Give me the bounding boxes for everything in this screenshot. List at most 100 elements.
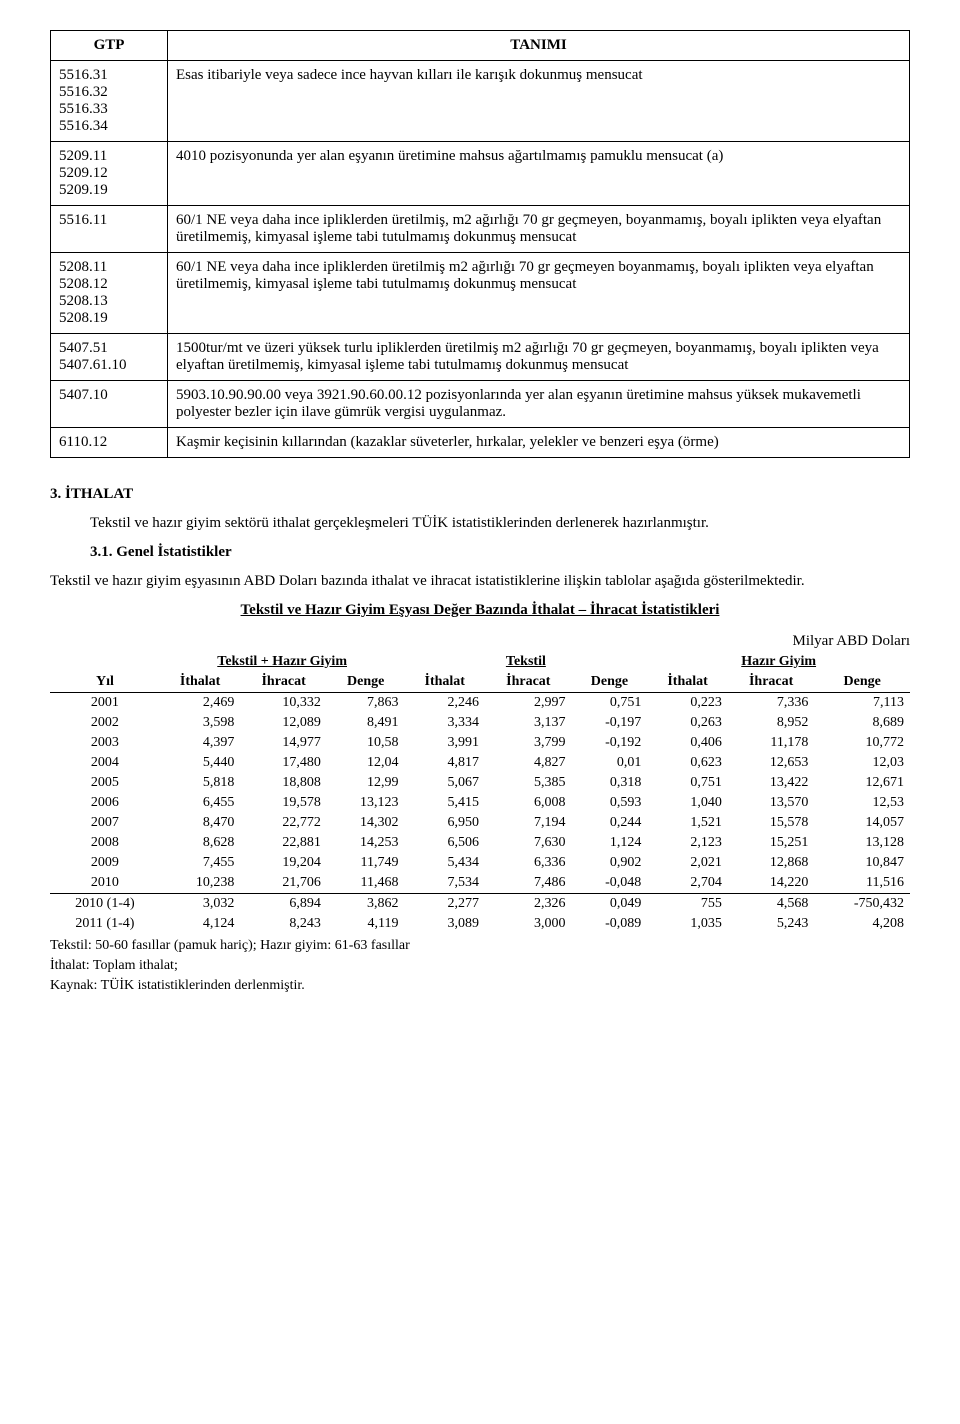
value-cell: 12,03 [814, 753, 910, 773]
gtp-codes: 5209.11 5209.12 5209.19 [51, 142, 168, 206]
value-cell: 17,480 [240, 753, 327, 773]
value-cell: -0,089 [572, 914, 648, 934]
value-cell: 5,385 [485, 773, 572, 793]
value-cell: 7,486 [485, 873, 572, 894]
table-row: 20066,45519,57813,1235,4156,0080,5931,04… [50, 793, 910, 813]
value-cell: 12,671 [814, 773, 910, 793]
footnote: Tekstil: 50-60 fasıllar (pamuk hariç); H… [50, 938, 910, 954]
value-cell: 2,997 [485, 693, 572, 714]
value-cell: 13,570 [728, 793, 815, 813]
table-row: 20097,45519,20411,7495,4346,3360,9022,02… [50, 853, 910, 873]
stats-col-header: İthalat [404, 672, 485, 693]
stats-group-1: Tekstil + Hazır Giyim [160, 652, 405, 672]
gtp-codes: 5516.31 5516.32 5516.33 5516.34 [51, 61, 168, 142]
value-cell: 7,534 [404, 873, 485, 894]
value-cell: 4,119 [327, 914, 405, 934]
table-row: 20045,44017,48012,044,8174,8270,010,6231… [50, 753, 910, 773]
section-paragraph-1: Tekstil ve hazır giyim sektörü ithalat g… [90, 515, 910, 532]
def-header-tanimi: TANIMI [168, 31, 910, 61]
value-cell: 13,128 [814, 833, 910, 853]
year-cell: 2004 [50, 753, 160, 773]
value-cell: 4,124 [160, 914, 241, 934]
value-cell: 4,568 [728, 894, 815, 915]
table-row: 6110.12Kaşmir keçisinin kıllarından (kaz… [51, 428, 910, 458]
stats-unit: Milyar ABD Doları [50, 633, 910, 650]
value-cell: 2,277 [404, 894, 485, 915]
table-row: 201010,23821,70611,4687,5347,486-0,0482,… [50, 873, 910, 894]
value-cell: 3,598 [160, 713, 241, 733]
table-row: 20023,59812,0898,4913,3343,137-0,1970,26… [50, 713, 910, 733]
value-cell: 10,332 [240, 693, 327, 714]
value-cell: 11,178 [728, 733, 815, 753]
year-cell: 2011 (1-4) [50, 914, 160, 934]
value-cell: 12,868 [728, 853, 815, 873]
value-cell: 3,991 [404, 733, 485, 753]
value-cell: 11,516 [814, 873, 910, 894]
stats-col-header: İthalat [160, 672, 241, 693]
value-cell: 8,689 [814, 713, 910, 733]
stats-title: Tekstil ve Hazır Giyim Eşyası Değer Bazı… [50, 602, 910, 619]
value-cell: 0,049 [572, 894, 648, 915]
stats-table: Tekstil + Hazır Giyim Tekstil Hazır Giyi… [50, 652, 910, 934]
value-cell: -0,192 [572, 733, 648, 753]
value-cell: 6,336 [485, 853, 572, 873]
stats-col-header: İhracat [728, 672, 815, 693]
value-cell: 6,950 [404, 813, 485, 833]
value-cell: 6,894 [240, 894, 327, 915]
gtp-description: 60/1 NE veya daha ince ipliklerden üreti… [168, 253, 910, 334]
value-cell: 13,123 [327, 793, 405, 813]
table-row: 20012,46910,3327,8632,2462,9970,7510,223… [50, 693, 910, 714]
table-row: 20078,47022,77214,3026,9507,1940,2441,52… [50, 813, 910, 833]
value-cell: 4,827 [485, 753, 572, 773]
value-cell: 0,751 [572, 693, 648, 714]
footnote: İthalat: Toplam ithalat; [50, 958, 910, 974]
gtp-description: 60/1 NE veya daha ince ipliklerden üreti… [168, 206, 910, 253]
table-row: 5208.11 5208.12 5208.13 5208.1960/1 NE v… [51, 253, 910, 334]
value-cell: 1,040 [647, 793, 728, 813]
value-cell: 1,035 [647, 914, 728, 934]
gtp-codes: 6110.12 [51, 428, 168, 458]
value-cell: 3,862 [327, 894, 405, 915]
gtp-codes: 5208.11 5208.12 5208.13 5208.19 [51, 253, 168, 334]
value-cell: 10,58 [327, 733, 405, 753]
value-cell: 6,506 [404, 833, 485, 853]
value-cell: 2,246 [404, 693, 485, 714]
value-cell: 19,204 [240, 853, 327, 873]
value-cell: 21,706 [240, 873, 327, 894]
value-cell: -0,197 [572, 713, 648, 733]
value-cell: 10,847 [814, 853, 910, 873]
value-cell: 0,593 [572, 793, 648, 813]
value-cell: 10,772 [814, 733, 910, 753]
stats-col-header: İhracat [240, 672, 327, 693]
value-cell: 14,302 [327, 813, 405, 833]
value-cell: 18,808 [240, 773, 327, 793]
value-cell: 15,578 [728, 813, 815, 833]
value-cell: 3,032 [160, 894, 241, 915]
value-cell: 5,434 [404, 853, 485, 873]
table-row: 5516.1160/1 NE veya daha ince ipliklerde… [51, 206, 910, 253]
year-cell: 2002 [50, 713, 160, 733]
value-cell: 8,470 [160, 813, 241, 833]
value-cell: 15,251 [728, 833, 815, 853]
value-cell: 6,455 [160, 793, 241, 813]
value-cell: 2,326 [485, 894, 572, 915]
value-cell: 7,630 [485, 833, 572, 853]
value-cell: 5,818 [160, 773, 241, 793]
section-paragraph-2: Tekstil ve hazır giyim eşyasının ABD Dol… [50, 573, 910, 590]
gtp-description: 5903.10.90.90.00 veya 3921.90.60.00.12 p… [168, 381, 910, 428]
gtp-description: 4010 pozisyonunda yer alan eşyanın üreti… [168, 142, 910, 206]
value-cell: 22,772 [240, 813, 327, 833]
value-cell: 1,521 [647, 813, 728, 833]
value-cell: 7,455 [160, 853, 241, 873]
value-cell: 4,397 [160, 733, 241, 753]
value-cell: 12,99 [327, 773, 405, 793]
table-row: 2010 (1-4)3,0326,8943,8622,2772,3260,049… [50, 894, 910, 915]
value-cell: 8,243 [240, 914, 327, 934]
value-cell: 0,223 [647, 693, 728, 714]
value-cell: 12,04 [327, 753, 405, 773]
value-cell: 7,336 [728, 693, 815, 714]
stats-group-2: Tekstil [404, 652, 647, 672]
value-cell: 8,628 [160, 833, 241, 853]
value-cell: 2,704 [647, 873, 728, 894]
value-cell: 22,881 [240, 833, 327, 853]
